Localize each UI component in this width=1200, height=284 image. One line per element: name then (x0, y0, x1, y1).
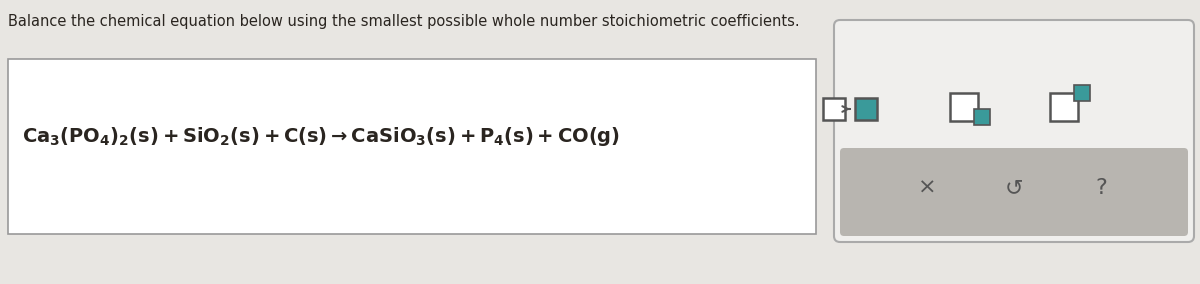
Text: Balance the chemical equation below using the smallest possible whole number sto: Balance the chemical equation below usin… (8, 14, 799, 29)
Text: ?: ? (1096, 178, 1106, 198)
Bar (974, 109, 990, 125)
Bar (823, 98, 845, 120)
Bar (854, 98, 877, 120)
Text: ↺: ↺ (1004, 178, 1024, 198)
FancyBboxPatch shape (840, 148, 1188, 236)
Bar (1074, 85, 1090, 101)
Bar (950, 93, 978, 121)
Text: $\mathbf{Ca_3(PO_4)_2(s) + SiO_2(s) + C(s) \rightarrow CaSiO_3(s) + P_4(s) + CO(: $\mathbf{Ca_3(PO_4)_2(s) + SiO_2(s) + C(… (22, 124, 620, 147)
Text: ×: × (918, 178, 936, 198)
Bar (1050, 93, 1078, 121)
FancyBboxPatch shape (8, 59, 816, 234)
FancyBboxPatch shape (834, 20, 1194, 242)
